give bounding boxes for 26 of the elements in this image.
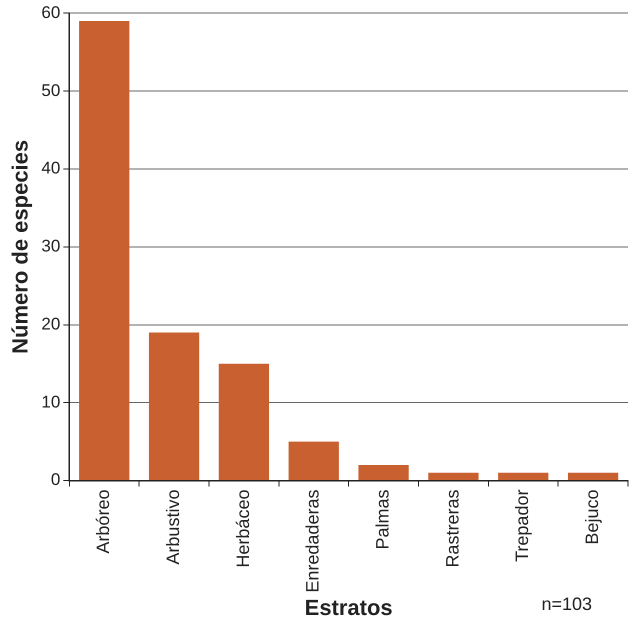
x-tick-label: Trepador — [512, 490, 532, 562]
y-tick-label: 40 — [41, 158, 60, 178]
bar — [428, 472, 479, 480]
y-tick-label: 30 — [41, 236, 60, 256]
bar — [148, 332, 200, 480]
bar — [288, 442, 339, 480]
y-tick-label: 10 — [41, 392, 60, 412]
x-axis-title: Estratos — [304, 594, 393, 620]
y-tick-label: 50 — [41, 80, 60, 100]
y-axis-title: Número de especies — [7, 140, 32, 354]
text: n=103 — [541, 594, 592, 614]
x-tick-label: Rastreras — [442, 490, 462, 568]
x-tick-label: Bejuco — [582, 490, 602, 545]
x-tick-label: Enredaderas — [302, 490, 323, 593]
x-tick-label: Arbóreo — [93, 490, 114, 554]
x-tick-label: Herbáceo — [232, 490, 253, 568]
x-tick-label: Palmas — [372, 490, 393, 550]
bar — [568, 472, 618, 480]
x-tick-label: Arbustivo — [163, 490, 184, 565]
y-tick-label: 20 — [41, 314, 60, 334]
bar — [218, 364, 270, 480]
bar — [498, 472, 548, 480]
y-tick-label: 60 — [41, 2, 60, 22]
bar — [358, 464, 409, 480]
y-tick-label: 0 — [50, 470, 60, 490]
bar — [79, 20, 130, 480]
